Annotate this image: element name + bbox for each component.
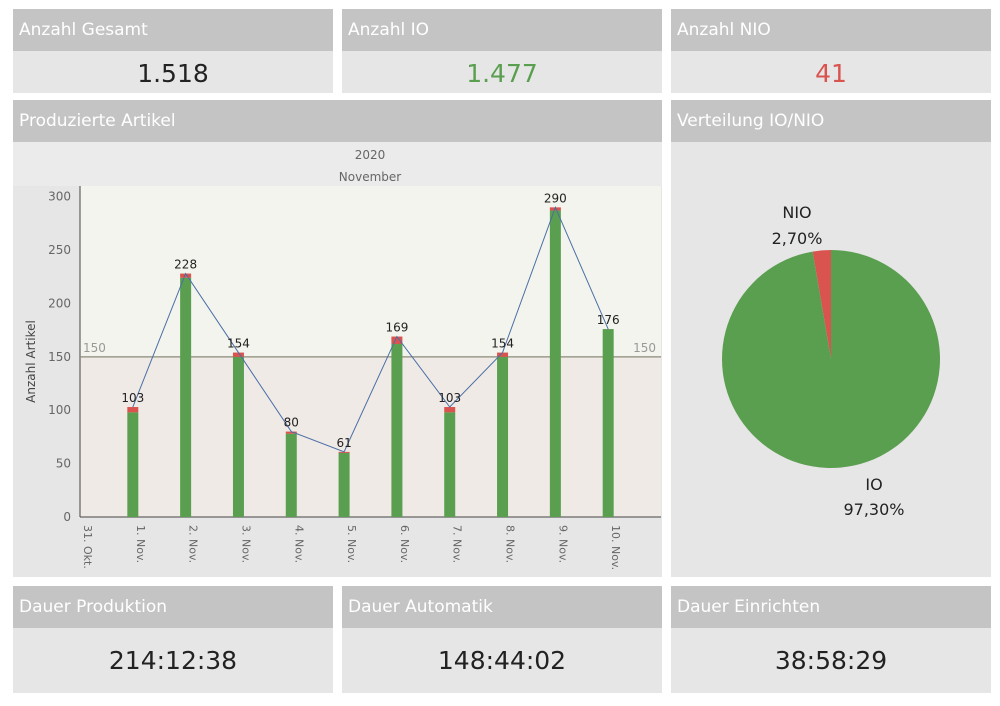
duration-value-production: 214:12:38 — [108, 646, 238, 675]
bar-nio — [549, 207, 561, 211]
data-label: 154 — [491, 337, 514, 351]
x-tick-label: 6. Nov. — [398, 525, 411, 563]
bar-nio — [444, 407, 456, 413]
duration-tile-setup: Dauer Einrichten 38:58:29 — [671, 586, 991, 693]
duration-value-setup: 38:58:29 — [774, 646, 888, 675]
x-tick-label: 1. Nov. — [134, 525, 147, 563]
total-line — [132, 206, 609, 453]
bar-chart-tile: Produzierte Artikel 2020 November 0 50 100 15… — [13, 100, 662, 577]
plot-area-upper — [80, 186, 661, 357]
bar-io — [127, 412, 139, 517]
data-label: 80 — [284, 416, 299, 430]
bar-nio — [391, 336, 403, 345]
bar-io — [444, 412, 456, 517]
y-tick-label: 200 — [48, 296, 71, 310]
duration-title-production: Dauer Produktion — [13, 586, 333, 628]
bar-io — [549, 210, 561, 517]
x-tick-label: 8. Nov. — [504, 525, 517, 563]
x-tick-label: 3. Nov. — [239, 525, 252, 563]
x-tick-label: 9. Nov. — [556, 525, 569, 563]
data-label: 61 — [336, 436, 351, 450]
bar-nio — [497, 352, 509, 357]
bar-io — [338, 452, 350, 517]
column-header-month: November — [339, 170, 401, 184]
kpi-value-nio: 41 — [815, 59, 847, 88]
bar-io — [497, 356, 509, 517]
reference-line-label-right: 150 — [633, 341, 656, 355]
bar-chart: 2020 November 0 50 100 150 200 250 300 Anzahl Art… — [13, 142, 662, 570]
x-tick-label: 31. Okt. — [81, 525, 94, 569]
y-tick-label: 250 — [48, 243, 71, 257]
pie-slice-io — [722, 250, 941, 468]
data-label: 169 — [385, 321, 408, 335]
data-label: 290 — [544, 191, 567, 205]
bar-io — [180, 277, 192, 517]
kpi-tile-io: Anzahl IO 1.477 — [342, 9, 662, 93]
y-tick-label: 50 — [56, 457, 71, 471]
duration-title-setup: Dauer Einrichten — [671, 586, 991, 628]
bar-io — [391, 344, 403, 517]
y-tick-label: 0 — [63, 510, 71, 524]
pie-chart: NIO 2,70% IO 97,30% — [722, 203, 941, 519]
pie-chart-title: Verteilung IO/NIO — [671, 100, 991, 142]
kpi-title-io: Anzahl IO — [342, 9, 662, 51]
kpi-value-io: 1.477 — [466, 59, 538, 88]
pie-label-io: IO — [865, 475, 882, 494]
y-axis-label: Anzahl Artikel — [24, 320, 38, 403]
bar-nio — [232, 352, 244, 357]
y-tick-label: 100 — [48, 403, 71, 417]
data-label: 176 — [597, 313, 620, 327]
kpi-tile-nio: Anzahl NIO 41 — [671, 9, 991, 93]
x-tick-label: 7. Nov. — [451, 525, 464, 563]
pie-value-nio: 2,70% — [772, 229, 823, 248]
reference-line-label-left: 150 — [83, 341, 106, 355]
kpi-tile-total: Anzahl Gesamt 1.518 — [13, 9, 333, 93]
bar-io — [232, 356, 244, 517]
bar-nio — [285, 431, 297, 434]
kpi-title-total: Anzahl Gesamt — [13, 9, 333, 51]
duration-tile-automatic: Dauer Automatik 148:44:02 — [342, 586, 662, 693]
pie-value-io: 97,30% — [843, 500, 904, 519]
plot-area-lower — [80, 356, 661, 517]
x-tick-label: 2. Nov. — [187, 525, 200, 563]
x-tick-label: 5. Nov. — [345, 525, 358, 563]
duration-value-automatic: 148:44:02 — [437, 646, 567, 675]
duration-tile-production: Dauer Produktion 214:12:38 — [13, 586, 333, 693]
y-tick-label: 300 — [48, 190, 71, 204]
kpi-value-total: 1.518 — [137, 59, 209, 88]
bar-io — [602, 329, 614, 517]
bar-io — [285, 433, 297, 517]
kpi-title-nio: Anzahl NIO — [671, 9, 991, 51]
data-label: 228 — [174, 258, 197, 272]
data-label: 154 — [227, 337, 250, 351]
pie-chart-tile: Verteilung IO/NIO NIO 2,70% IO 97,30% — [671, 100, 991, 577]
bar-chart-title: Produzierte Artikel — [13, 100, 662, 142]
pie-label-nio: NIO — [782, 203, 811, 222]
bar-nio — [180, 273, 192, 278]
pie-slice-nio — [812, 250, 831, 359]
column-header-year: 2020 — [355, 148, 386, 162]
data-label: 103 — [438, 391, 461, 405]
duration-title-automatic: Dauer Automatik — [342, 586, 662, 628]
data-label: 103 — [121, 391, 144, 405]
y-tick-label: 150 — [48, 350, 71, 364]
x-tick-label: 10. Nov. — [609, 525, 622, 570]
column-header-band — [13, 142, 662, 186]
x-tick-label: 4. Nov. — [292, 525, 305, 563]
bar-nio — [127, 407, 139, 413]
